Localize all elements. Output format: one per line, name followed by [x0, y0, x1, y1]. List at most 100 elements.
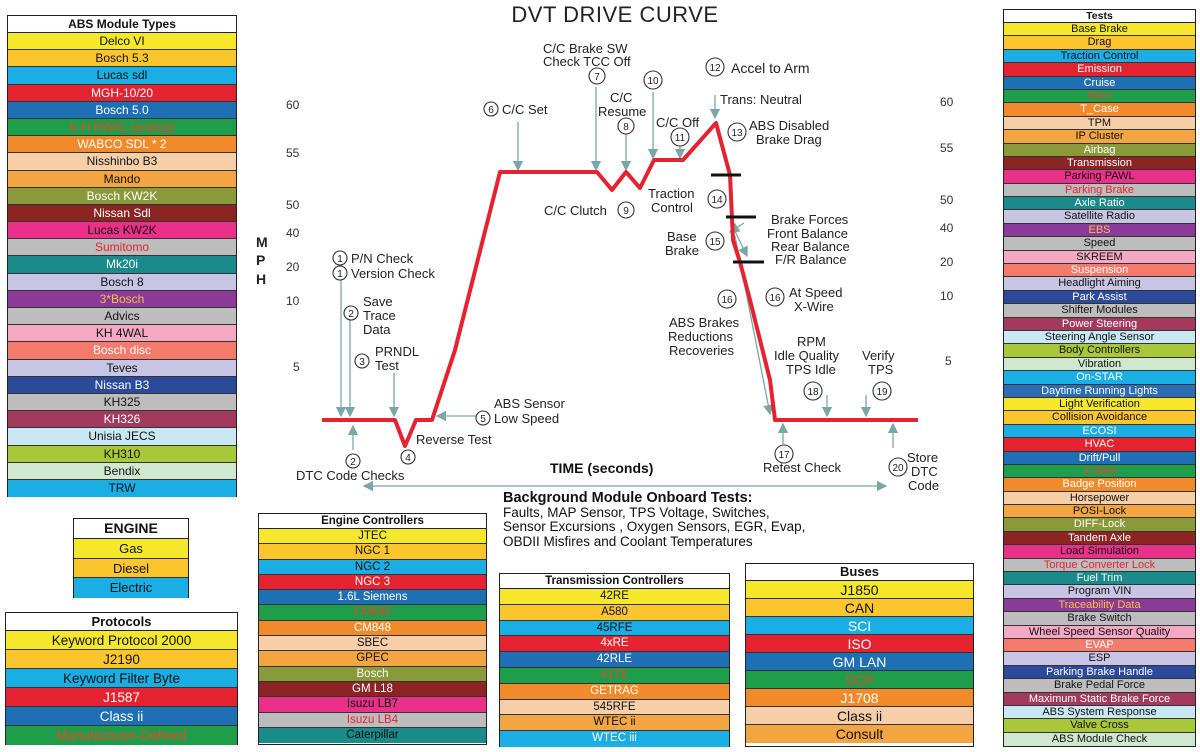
test-item: TPM [1004, 116, 1195, 131]
abs-module-item: KH325 [8, 393, 236, 412]
label-reverse-test: Reverse Test [416, 432, 492, 447]
label-check-tcc-off: Check TCC Off [543, 54, 631, 69]
label-code: Code [908, 478, 939, 493]
engine-item: Electric [74, 578, 188, 598]
right-tick-5: 5 [945, 354, 952, 368]
step-2-number: 2 [348, 309, 354, 320]
protocols-panel: Protocols Keyword Protocol 2000 J2190 Keyw… [5, 612, 238, 745]
step-20-number: 20 [892, 463, 904, 474]
engine-controller-item: Bosch [259, 666, 486, 682]
transmission-controller-item: 4xRE [500, 636, 729, 653]
left-tick-55: 55 [286, 146, 300, 160]
background-tests-title: Background Module Onboard Tests: [503, 490, 753, 506]
label-cc-brake-sw: C/C Brake SW [543, 41, 628, 56]
test-item: Park Assist [1004, 290, 1195, 305]
left-tick-50: 50 [286, 198, 300, 212]
pointer-base-brake [732, 226, 748, 258]
abs-module-item: Lucas sdl [8, 67, 236, 85]
left-tick-20: 20 [286, 260, 300, 274]
label-abs-sensor: ABS Sensor [494, 396, 565, 411]
test-item: Drift/Pull [1004, 451, 1195, 465]
transmission-controller-item: WTEC iii [500, 731, 729, 747]
buses-title: Buses [746, 564, 973, 581]
engine-controllers-title: Engine Controllers [259, 514, 486, 529]
step-6-circle [483, 101, 499, 117]
test-item: Base Brake [1004, 23, 1195, 37]
test-item: ABS System Response [1004, 705, 1195, 720]
abs-module-item: Unisia JECS [8, 428, 236, 446]
step-17-number: 17 [778, 450, 790, 461]
y-axis-letter-h: H [256, 271, 266, 287]
step-18-circle [803, 381, 823, 401]
step-8-number: 8 [623, 122, 629, 133]
engine-controller-item: NGC 3 [259, 574, 486, 591]
test-item: Suspension [1004, 264, 1195, 278]
transmission-controllers-title: Transmission Controllers [500, 574, 729, 589]
label-save: Save [363, 294, 393, 309]
protocol-item: Manufacturer-Defined [6, 726, 237, 745]
label-cc: C/C [610, 90, 632, 105]
engine-controller-item: GM L18 [259, 681, 486, 698]
test-item: Torque Converter Lock [1004, 558, 1195, 573]
engine-title: ENGINE [74, 519, 188, 539]
label-tps-idle: TPS Idle [786, 362, 836, 377]
protocol-item: Keyword Filter Byte [6, 669, 237, 688]
engine-item: Gas [74, 539, 188, 559]
right-tick-10: 10 [940, 289, 954, 303]
test-item: Fuel Trim [1004, 572, 1195, 586]
step-16a-number: 16 [721, 295, 733, 306]
abs-module-item: Bosch KW2K [8, 187, 236, 205]
test-item: Program VIN [1004, 585, 1195, 599]
label-data: Data [363, 322, 391, 337]
engine-controller-item: NGC 1 [259, 544, 486, 560]
test-item: Shifter Modules [1004, 304, 1195, 318]
step-7-number: 7 [594, 72, 600, 83]
label-prndl: PRNDL [375, 344, 419, 359]
label-control: Control [651, 200, 693, 215]
right-tick-55: 55 [940, 141, 954, 155]
test-item: Badge Position [1004, 478, 1195, 492]
abs-module-item: Advics [8, 308, 236, 326]
transmission-controller-item: 42RE [500, 589, 729, 605]
step-3-number: 3 [359, 357, 365, 368]
step-6-number: 6 [488, 105, 494, 116]
abs-module-item: KH 4WAL [8, 325, 236, 343]
test-item: HVAC [1004, 438, 1195, 452]
abs-module-item: WABCO SDL * 2 [8, 136, 236, 154]
transmission-controller-item: WTEC ii [500, 715, 729, 732]
abs-module-item: Bendix [8, 462, 236, 480]
test-item: SKREEM [1004, 250, 1195, 265]
engine-controller-item: 1.6L Siemens [259, 590, 486, 606]
step-18-number: 18 [807, 387, 819, 398]
label-front-balance: Front Balance [767, 226, 848, 241]
abs-module-item: K-H RWAL (analog) [8, 118, 236, 137]
label-base: Base [667, 229, 697, 244]
label-test: Test [375, 358, 399, 373]
step-4-number: 4 [405, 453, 411, 464]
label-dtc: DTC [911, 464, 938, 479]
test-item: Traction Control [1004, 49, 1195, 64]
label-p-n-check: P/N Check [351, 251, 414, 266]
abs-module-item: KH310 [8, 445, 236, 463]
label-recoveries: Recoveries [669, 343, 735, 358]
tests-title: Tests [1004, 10, 1195, 23]
y-axis-letter-m: M [256, 234, 268, 250]
label-rpm: RPM [797, 334, 826, 349]
label-cc-set: C/C Set [502, 102, 548, 117]
right-tick-20: 20 [940, 255, 954, 269]
test-item: Brake Pedal Force [1004, 679, 1195, 693]
label-at-speed: At Speed [789, 285, 843, 300]
abs-module-item: Bosch 5.0 [8, 101, 236, 119]
test-item: Collision Avoidance [1004, 411, 1195, 425]
drive-curve-line [322, 121, 918, 448]
protocol-item: J1587 [6, 688, 237, 707]
step-5-number: 5 [480, 414, 486, 425]
test-item: Power Steering [1004, 317, 1195, 331]
engine-controller-item: Isuzu LB4 [259, 712, 486, 728]
abs-module-item: Nisshinbo B3 [8, 153, 236, 171]
test-item: Maximum Static Brake Force [1004, 692, 1195, 706]
abs-module-item: Delco VI [8, 33, 236, 51]
engine-panel: ENGINE Gas Diesel Electric [73, 518, 189, 598]
test-item: Cruise [1004, 76, 1195, 90]
label-cc-clutch: C/C Clutch [544, 203, 607, 218]
